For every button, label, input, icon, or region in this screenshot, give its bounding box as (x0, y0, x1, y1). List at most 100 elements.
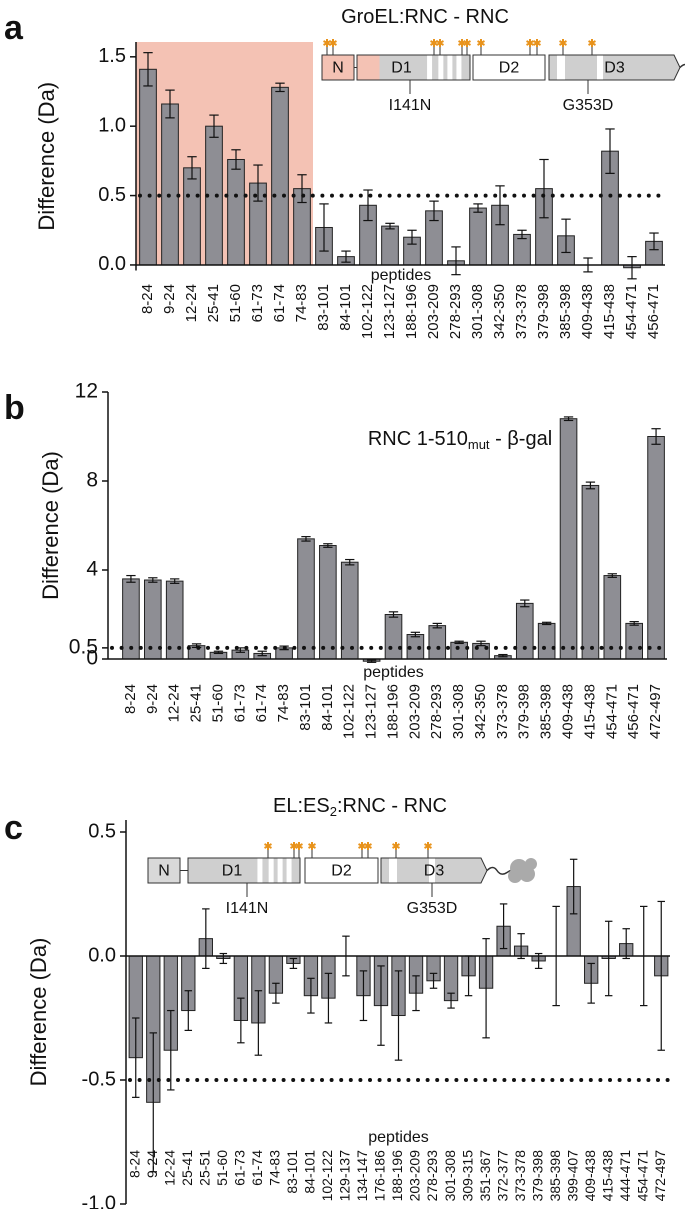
bar (647, 436, 665, 660)
error-bar (587, 962, 595, 1004)
bar (381, 225, 399, 266)
error-bar (319, 203, 329, 252)
bar (297, 538, 315, 660)
error-bar (324, 972, 333, 1024)
error-bar (202, 908, 210, 970)
x-tick-label: 203-209 (406, 684, 423, 739)
x-tick-label: 25-51 (197, 1150, 213, 1186)
site-asterisk (463, 40, 471, 46)
error-bar (307, 977, 315, 1014)
y-tick-label: 0 (86, 647, 98, 670)
y-tick-label: 0.0 (98, 253, 126, 275)
bar (384, 614, 403, 660)
error-bar (622, 928, 630, 960)
error-bar (407, 229, 417, 245)
site-asterisk (364, 843, 372, 849)
site-asterisk (308, 843, 316, 849)
x-tick-label: 415-438 (599, 1150, 615, 1202)
x-tick-label: 51-60 (209, 684, 226, 722)
x-tick-label: 399-407 (564, 1150, 580, 1202)
x-tick-label: 472-497 (652, 1150, 668, 1202)
error-bar (447, 992, 455, 1009)
x-tick-label: 351-367 (477, 1150, 493, 1202)
domain-d1-n-part (357, 55, 380, 80)
x-tick-label: 9-24 (144, 1150, 160, 1178)
error-bar (429, 200, 439, 222)
error-bar (657, 900, 665, 1051)
x-tick-label: 188-196 (384, 684, 401, 739)
error-bar (143, 52, 153, 87)
x-tick-label: 456-471 (645, 284, 662, 339)
error-bar (604, 920, 613, 997)
error-bar (237, 997, 245, 1044)
title-main: RNC 1-510 (368, 428, 468, 450)
x-tick-label: 74-83 (275, 684, 292, 722)
error-bar (254, 990, 263, 1056)
bar (581, 484, 600, 660)
error-bar (323, 543, 333, 548)
error-bar (432, 622, 442, 629)
x-tick-label: 444-471 (617, 1150, 633, 1202)
error-bar (482, 938, 490, 1039)
x-tick-label: 61-74 (249, 1150, 265, 1186)
x-tick-label: 61-74 (253, 684, 270, 722)
site-asterisk (264, 843, 272, 849)
error-bar (377, 965, 385, 1046)
domain-n (321, 54, 355, 81)
x-tick-label: 379-398 (516, 684, 533, 739)
error-bar (607, 573, 617, 578)
domain-d1 (187, 857, 301, 884)
chart-title: GroEL:RNC - RNC (341, 6, 509, 28)
x-tick-label: 25-41 (188, 684, 205, 722)
x-axis-label: peptides (363, 664, 424, 681)
peptide-gap (427, 55, 433, 80)
site-asterisk (588, 40, 596, 46)
mutation-label: I141N (389, 97, 432, 114)
domain-label: D2 (499, 60, 520, 77)
x-axis-label: peptides (371, 267, 432, 284)
x-tick-label: 9-24 (161, 284, 178, 314)
x-tick-label: 301-308 (450, 684, 467, 739)
error-bar (495, 185, 505, 226)
domain-label: N (158, 863, 170, 880)
x-tick-label: 409-438 (582, 1150, 598, 1202)
site-asterisk (526, 40, 534, 46)
error-bar (454, 640, 464, 645)
x-tick-label: 456-471 (625, 684, 642, 739)
bar (139, 68, 157, 266)
error-bar (165, 89, 175, 119)
x-tick-label: 301-308 (442, 1150, 458, 1202)
x-tick-label: 278-293 (424, 1150, 440, 1202)
error-bar (289, 957, 298, 970)
x-tick-label: 134-147 (354, 1150, 370, 1202)
x-tick-label: 8-24 (126, 1150, 142, 1178)
x-tick-label: 83-101 (297, 684, 314, 731)
x-tick-label: 454-471 (623, 284, 640, 339)
x-tick-label: 372-377 (494, 1150, 510, 1202)
bar (625, 622, 643, 660)
y-tick-label: 12 (75, 380, 98, 403)
error-bar (126, 574, 136, 583)
x-tick-label: 12-24 (183, 284, 200, 322)
mutation-label: G353D (563, 97, 614, 114)
peptide-gap (557, 55, 565, 80)
error-bar (132, 1017, 140, 1098)
ribosome-icon (525, 858, 537, 870)
error-bar (498, 653, 508, 658)
x-tick-label: 409-438 (579, 284, 596, 339)
bar (537, 622, 556, 660)
error-bar (520, 599, 530, 608)
x-tick-label: 176-186 (372, 1150, 388, 1202)
x-tick-label: 129-137 (337, 1150, 353, 1202)
x-tick-label: 309-315 (459, 1150, 475, 1202)
domain-label: D3 (424, 863, 445, 880)
error-bar (517, 229, 527, 240)
y-tick-label: 0.0 (88, 944, 116, 966)
y-tick-label: -0.5 (82, 1068, 116, 1090)
chart-title: EL:ES2:RNC - RNC (273, 795, 447, 819)
domain-label: N (332, 60, 344, 77)
x-tick-label: 385-398 (557, 284, 574, 339)
x-tick-label: 61-73 (249, 284, 266, 322)
error-bar (649, 232, 659, 251)
